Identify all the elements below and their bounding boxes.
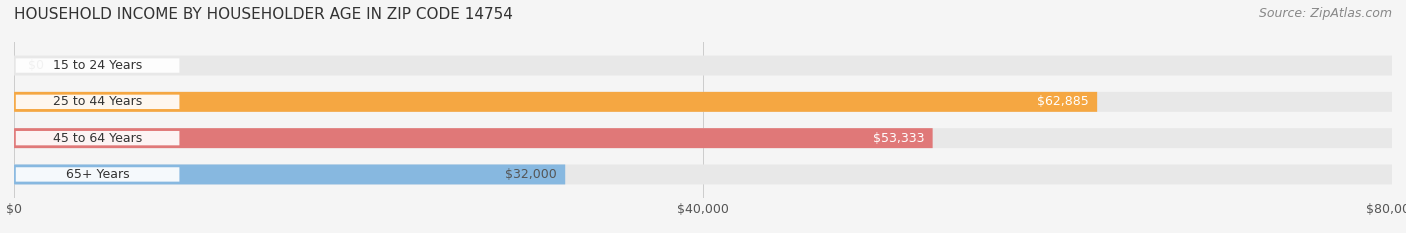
FancyBboxPatch shape xyxy=(14,128,1392,148)
FancyBboxPatch shape xyxy=(15,95,180,109)
Text: 65+ Years: 65+ Years xyxy=(66,168,129,181)
Text: 45 to 64 Years: 45 to 64 Years xyxy=(53,132,142,145)
FancyBboxPatch shape xyxy=(15,58,180,73)
Text: 15 to 24 Years: 15 to 24 Years xyxy=(53,59,142,72)
Text: $53,333: $53,333 xyxy=(873,132,924,145)
FancyBboxPatch shape xyxy=(14,164,1392,185)
Text: Source: ZipAtlas.com: Source: ZipAtlas.com xyxy=(1258,7,1392,20)
Text: 25 to 44 Years: 25 to 44 Years xyxy=(53,95,142,108)
FancyBboxPatch shape xyxy=(15,167,180,182)
FancyBboxPatch shape xyxy=(14,92,1097,112)
FancyBboxPatch shape xyxy=(14,164,565,185)
FancyBboxPatch shape xyxy=(14,55,1392,75)
Text: $32,000: $32,000 xyxy=(505,168,557,181)
FancyBboxPatch shape xyxy=(14,92,1392,112)
Text: HOUSEHOLD INCOME BY HOUSEHOLDER AGE IN ZIP CODE 14754: HOUSEHOLD INCOME BY HOUSEHOLDER AGE IN Z… xyxy=(14,7,513,22)
FancyBboxPatch shape xyxy=(15,131,180,145)
FancyBboxPatch shape xyxy=(14,128,932,148)
Text: $62,885: $62,885 xyxy=(1036,95,1088,108)
Text: $0: $0 xyxy=(28,59,44,72)
